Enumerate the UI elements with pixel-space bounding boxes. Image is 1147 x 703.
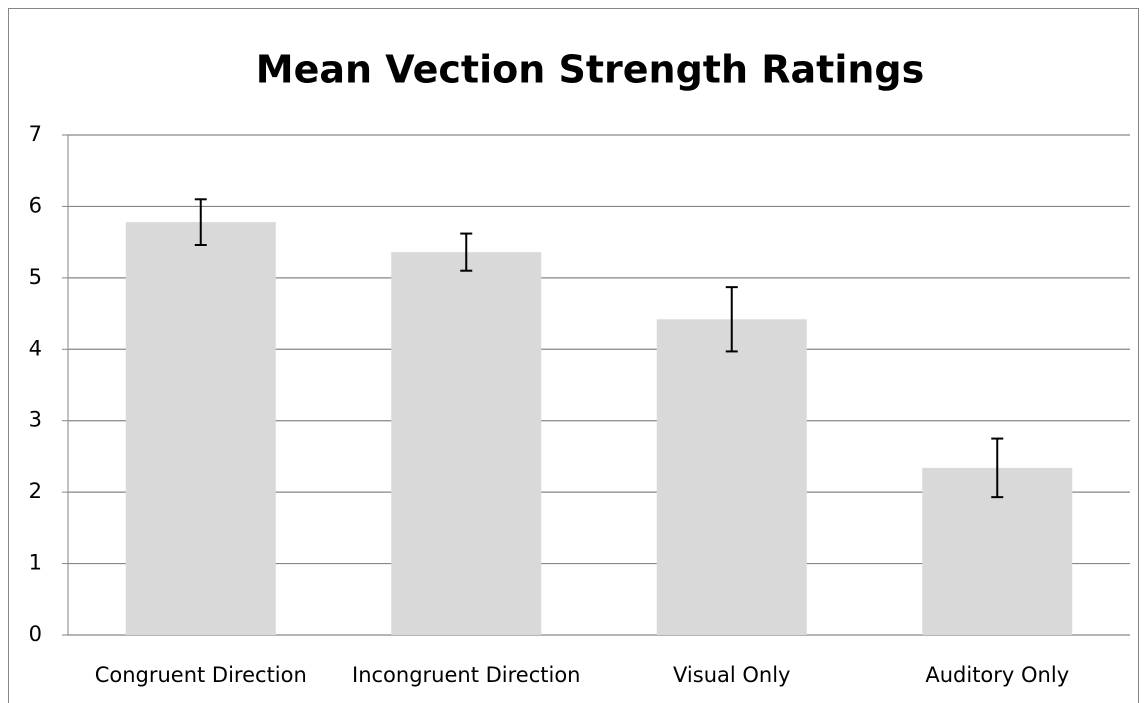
error-bar <box>991 437 1004 499</box>
y-tick-label: 0 <box>29 622 42 646</box>
y-tick-label: 4 <box>29 336 42 360</box>
bar <box>656 319 807 635</box>
x-tick-label: Visual Only <box>673 663 790 687</box>
y-tick-label: 3 <box>29 408 42 432</box>
bar <box>391 252 542 635</box>
x-tick-label: Auditory Only <box>925 663 1069 687</box>
error-bar <box>460 232 473 272</box>
y-tick-label: 6 <box>29 193 42 217</box>
error-bar <box>725 286 738 353</box>
y-tick-label: 1 <box>29 551 42 575</box>
y-tick-label: 7 <box>29 122 42 146</box>
error-bar <box>194 198 207 246</box>
x-tick-label: Incongruent Direction <box>352 663 581 687</box>
chart-title: Mean Vection Strength Ratings <box>256 48 924 92</box>
y-tick-label: 5 <box>29 265 42 289</box>
x-tick-label: Congruent Direction <box>95 663 307 687</box>
y-tick-label: 2 <box>29 479 42 503</box>
bar <box>125 222 276 635</box>
